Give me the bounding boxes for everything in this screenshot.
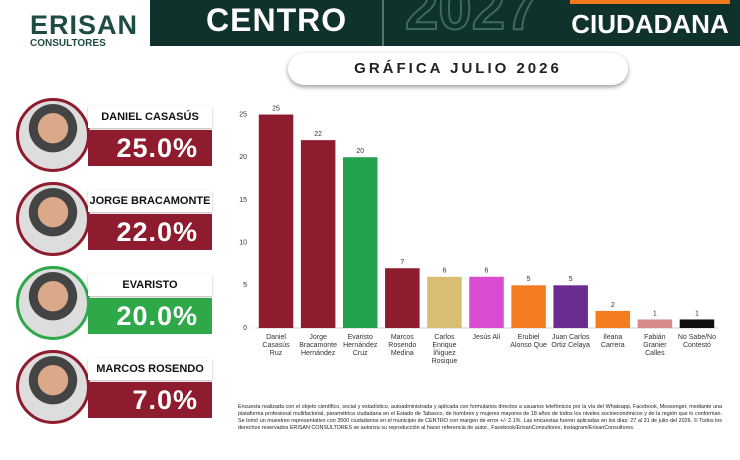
candidate-pct: 22.0% [88,214,212,250]
logo-sub: CONSULTORES [30,38,106,49]
value-label: 5 [569,276,573,283]
candidate-name: JORGE BRACAMONTE [88,190,212,212]
x-tick-label: Carlos Enrique Íñiguez Rosique [431,334,458,365]
bar [679,319,715,328]
y-tick-label: 15 [239,197,247,204]
x-tick-label: Marcos Rosendo Medina [388,334,417,357]
bar [427,276,462,328]
value-label: 1 [653,310,657,317]
candidate-pct: 20.0% [88,298,212,334]
candidate-card: EVARISTO HERNÁNDEZ20.0% [12,266,212,342]
logo: ERISAN CONSULTORES [0,0,150,54]
candidate-card: JORGE BRACAMONTE 22.0% [12,182,212,258]
y-tick-label: 25 [239,111,247,118]
x-tick-label: Jorge Bracamonte Hernández [299,334,337,357]
value-label: 5 [527,276,531,283]
y-tick-label: 0 [243,325,247,332]
value-label: 25 [272,105,280,112]
logo-name: ERISAN [30,10,139,40]
bar [595,310,631,328]
bar [258,114,294,329]
value-label: 22 [314,131,322,138]
bar [553,285,588,328]
bar [342,157,378,328]
y-tick-label: 10 [239,239,247,246]
bar [300,140,336,328]
candidate-photo [16,350,90,424]
chart-title: GRÁFICA JULIO 2026 [288,53,628,85]
x-tick-label: Daniel Casasús Ruz [262,334,290,357]
candidate-pct: 25.0% [88,130,212,166]
candidate-pct: 7.0% [88,382,212,418]
value-label: 6 [442,268,446,275]
bar [511,285,546,328]
candidate-card: MARCOS ROSENDO 7.0% [12,350,212,426]
bar [637,319,673,328]
candidate-photo [16,182,90,256]
y-tick-label: 20 [239,154,247,161]
value-label: 7 [400,259,404,266]
x-tick-label: Juan Carlos Ortiz Celaya [551,334,590,349]
value-label: 2 [611,302,615,309]
candidate-card: DANIEL CASASÚS 25.0% [12,98,212,174]
candidate-name: DANIEL CASASÚS [88,106,212,128]
x-tick-label: Jesús Alí [472,334,501,341]
value-label: 6 [485,268,489,275]
header-tag: CIUDADANA [570,0,730,40]
x-tick-label: Evaristo Hernández Cruz [343,334,378,357]
x-tick-label: Fabián Granier Calles [643,334,667,357]
x-tick-label: No Sabe/No Contestó [677,334,717,349]
bar [469,276,504,328]
footnote: Encuesta realizada con el objeto científ… [238,404,722,431]
value-label: 20 [356,148,364,155]
value-label: 1 [695,310,699,317]
header-city: CENTRO [206,2,348,38]
bar [385,268,420,328]
divider [382,0,384,46]
x-tick-label: Ileana Carrera [600,334,625,349]
candidate-name: MARCOS ROSENDO [88,358,212,380]
y-tick-label: 5 [243,282,247,289]
header-year: 2027 [404,0,539,43]
x-tick-label: Erubiel Alonso Que [510,334,547,349]
